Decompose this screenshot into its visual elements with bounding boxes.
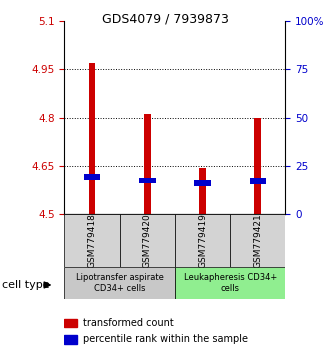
Text: GDS4079 / 7939873: GDS4079 / 7939873 bbox=[102, 12, 228, 25]
Text: cell type: cell type bbox=[2, 280, 49, 290]
Bar bbox=[230, 214, 285, 267]
Text: GSM779420: GSM779420 bbox=[143, 213, 152, 268]
Bar bbox=[175, 267, 285, 299]
Bar bbox=[175, 214, 230, 267]
Bar bbox=[84, 174, 100, 180]
Bar bbox=[64, 267, 175, 299]
Bar bbox=[144, 114, 150, 214]
Bar bbox=[89, 63, 95, 214]
Bar bbox=[64, 335, 77, 344]
Bar bbox=[119, 214, 175, 267]
Text: GSM779419: GSM779419 bbox=[198, 213, 207, 268]
Text: Lipotransfer aspirate
CD34+ cells: Lipotransfer aspirate CD34+ cells bbox=[76, 274, 164, 293]
Text: GSM779418: GSM779418 bbox=[87, 213, 96, 268]
Text: Leukapheresis CD34+
cells: Leukapheresis CD34+ cells bbox=[183, 274, 277, 293]
Text: transformed count: transformed count bbox=[83, 318, 174, 328]
Bar bbox=[64, 214, 119, 267]
Bar bbox=[199, 167, 206, 214]
Bar bbox=[254, 118, 261, 214]
Bar bbox=[64, 319, 77, 327]
Bar bbox=[194, 180, 211, 185]
Text: percentile rank within the sample: percentile rank within the sample bbox=[83, 335, 248, 344]
Text: GSM779421: GSM779421 bbox=[253, 213, 262, 268]
Bar bbox=[139, 177, 155, 183]
Bar bbox=[249, 178, 266, 184]
